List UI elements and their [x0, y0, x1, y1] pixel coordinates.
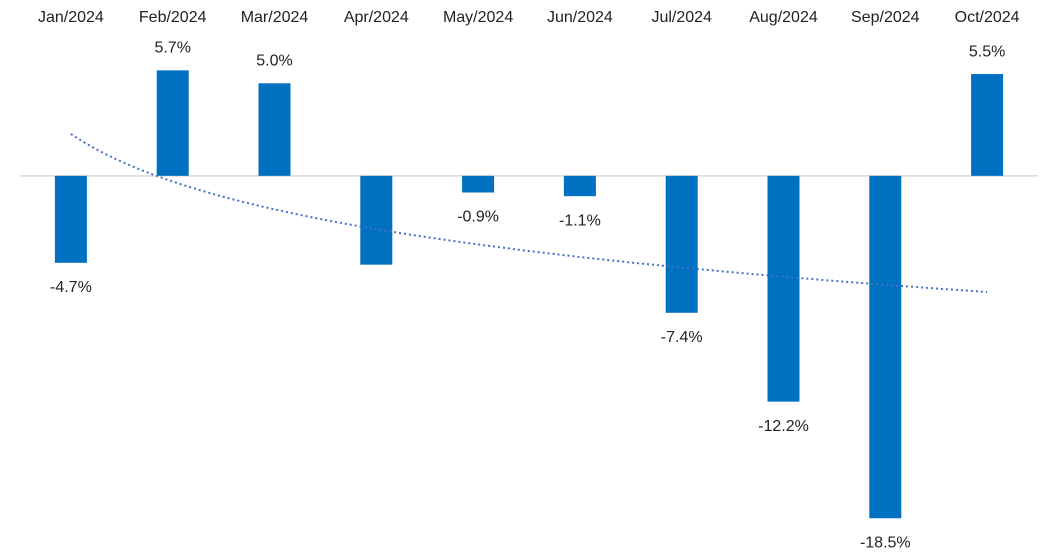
data-label: -0.9%	[457, 209, 499, 226]
bar	[665, 175, 698, 313]
x-tick-label: Feb/2024	[139, 9, 207, 26]
bar	[869, 175, 902, 519]
bar	[258, 83, 291, 176]
data-label: -12.2%	[758, 418, 809, 435]
data-label: 5.5%	[969, 43, 1005, 60]
bar	[563, 175, 596, 197]
bar	[767, 175, 800, 402]
x-tick-label: Aug/2024	[749, 9, 818, 26]
x-tick-label: May/2024	[443, 9, 513, 26]
bar	[462, 175, 495, 193]
x-tick-label: Oct/2024	[955, 9, 1020, 26]
data-label: -1.1%	[559, 212, 601, 229]
bar	[971, 74, 1004, 176]
data-label: -4.7%	[50, 279, 92, 296]
bar	[360, 175, 393, 265]
data-label: 5.0%	[256, 53, 292, 70]
data-label: 5.7%	[154, 40, 190, 57]
x-tick-label: Jun/2024	[547, 9, 613, 26]
x-tick-label: Mar/2024	[241, 9, 309, 26]
x-tick-label: Jan/2024	[38, 9, 104, 26]
bar	[156, 70, 189, 176]
bar	[54, 175, 87, 263]
x-tick-label: Apr/2024	[344, 9, 409, 26]
x-tick-label: Jul/2024	[651, 9, 712, 26]
data-label: -18.5%	[860, 534, 911, 551]
trendline	[70, 133, 988, 293]
data-label: -7.4%	[661, 329, 703, 346]
x-tick-label: Sep/2024	[851, 9, 920, 26]
